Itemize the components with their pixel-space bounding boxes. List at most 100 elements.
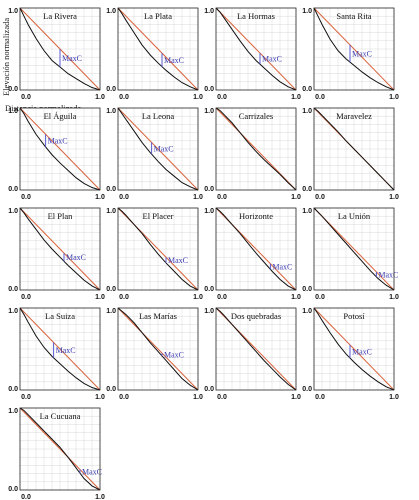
plot-frame <box>313 307 395 391</box>
y-tick-label: 1.0 <box>106 8 116 15</box>
reference-diagonal <box>117 307 199 391</box>
y-tick-label: 1.0 <box>204 108 214 115</box>
x-tick-label: 1.0 <box>95 294 105 301</box>
hypsometric-curve <box>19 107 101 191</box>
y-tick-label: 0.0 <box>302 386 312 393</box>
panel-title: Santa Rita <box>336 11 371 21</box>
y-tick-label: 1.0 <box>302 208 312 215</box>
maxc-label: MaxC <box>378 270 398 279</box>
y-tick-label: 0.0 <box>204 286 214 293</box>
x-tick-label: 1.0 <box>193 294 203 301</box>
x-tick-label: 1.0 <box>389 294 399 301</box>
chart-panel: MaxC La Hormas 1.0 0.00.0 1.0 <box>204 7 301 101</box>
chart-panel: MaxC La Cucuana 1.0 0.00.0 1.0 <box>8 407 105 500</box>
maxc-label: MaxC <box>352 50 372 59</box>
y-tick-label: 1.0 <box>8 8 18 15</box>
hypsometric-curve <box>19 307 101 391</box>
hypsometric-curve <box>117 307 199 391</box>
plot-frame <box>215 107 297 191</box>
hypsometric-curve <box>19 407 101 491</box>
reference-diagonal <box>19 207 101 291</box>
y-tick-label: 1.0 <box>302 308 312 315</box>
y-tick-label: 0.0 <box>8 286 18 293</box>
chart-panel: MaxC Horizonte 1.0 0.00.0 1.0 <box>204 207 301 301</box>
x-tick-label: 0.0 <box>217 94 227 101</box>
x-tick-label: 0.0 <box>119 94 129 101</box>
panel-title: El Placer <box>143 211 174 221</box>
y-tick-label: 1.0 <box>8 308 18 315</box>
plot-frame <box>313 107 395 191</box>
maxc-label: MaxC <box>262 55 282 64</box>
maxc-label: MaxC <box>164 56 184 65</box>
y-axis-label: Elevación normalizada <box>1 18 11 96</box>
y-tick-label: 0.0 <box>106 286 116 293</box>
chart-panel: MaxC La Leona 1.0 0.00.0 1.0 <box>106 107 203 201</box>
panel-title: La Rivera <box>43 11 77 21</box>
y-tick-label: 1.0 <box>8 108 18 115</box>
reference-diagonal <box>117 107 199 191</box>
y-tick-label: 0.0 <box>8 486 18 493</box>
maxc-label: MaxC <box>164 351 184 360</box>
hypsometric-curve <box>215 207 297 291</box>
maxc-label: MaxC <box>48 137 68 146</box>
panel-title: Carrizales <box>239 111 273 121</box>
chart-panel: MaxC Potosí 1.0 0.00.0 1.0 <box>302 307 399 401</box>
hypsometric-curve <box>215 107 297 191</box>
plot-frame <box>19 307 101 391</box>
x-tick-label: 1.0 <box>291 194 301 201</box>
plot-frame <box>19 107 101 191</box>
hypsometric-curve <box>313 207 395 291</box>
y-tick-label: 1.0 <box>302 108 312 115</box>
chart-panel: MaxC La Suiza 1.0 0.00.0 1.0 <box>8 307 105 401</box>
reference-diagonal <box>313 7 395 91</box>
panel-title: La Unión <box>338 211 371 221</box>
plot-frame <box>117 107 199 191</box>
y-tick-label: 0.0 <box>302 286 312 293</box>
y-tick-label: 1.0 <box>8 408 18 415</box>
hypsometric-curve <box>19 207 101 291</box>
maxc-label: MaxC <box>66 253 86 262</box>
reference-diagonal <box>19 307 101 391</box>
y-tick-label: 0.0 <box>204 86 214 93</box>
hypsometric-curve <box>117 7 199 91</box>
x-tick-label: 1.0 <box>95 94 105 101</box>
panel-title: El Plan <box>48 211 74 221</box>
panel-title: Maravelez <box>336 111 372 121</box>
x-tick-label: 0.0 <box>315 294 325 301</box>
x-tick-label: 1.0 <box>389 394 399 401</box>
panel-title: La Cucuana <box>40 411 81 421</box>
chart-panel: MaxC El Placer 1.0 0.00.0 1.0 <box>106 207 203 301</box>
plot-frame <box>313 207 395 291</box>
chart-panel: MaxC La Unión 1.0 0.00.0 1.0 <box>302 207 399 301</box>
y-tick-label: 1.0 <box>204 208 214 215</box>
y-tick-label: 0.0 <box>106 186 116 193</box>
maxc-label: MaxC <box>154 144 174 153</box>
reference-diagonal <box>19 107 101 191</box>
maxc-label: MaxC <box>56 346 76 355</box>
x-tick-label: 0.0 <box>315 194 325 201</box>
y-tick-label: 1.0 <box>204 308 214 315</box>
x-tick-label: 1.0 <box>193 194 203 201</box>
y-tick-label: 1.0 <box>8 208 18 215</box>
x-tick-label: 1.0 <box>291 94 301 101</box>
chart-panel: Dos quebradas 1.0 0.00.0 1.0 <box>204 307 301 401</box>
chart-panel: MaxC El Plan 1.0 0.00.0 1.0 <box>8 207 105 301</box>
y-tick-label: 1.0 <box>204 8 214 15</box>
chart-panel: MaxC El Águila 1.0 0.00.0 1.0 <box>8 107 105 201</box>
chart-panel: MaxC Santa Rita 1.0 0.00.0 1.0 <box>302 7 399 101</box>
y-tick-label: 1.0 <box>106 308 116 315</box>
plot-frame <box>215 307 297 391</box>
plot-frame <box>19 407 101 491</box>
x-tick-label: 1.0 <box>193 94 203 101</box>
y-tick-label: 0.0 <box>302 186 312 193</box>
x-tick-label: 0.0 <box>119 294 129 301</box>
y-tick-label: 1.0 <box>302 8 312 15</box>
maxc-label: MaxC <box>272 263 292 272</box>
hypsometric-curve <box>215 307 297 391</box>
panel-title: La Hormas <box>237 11 275 21</box>
x-tick-label: 0.0 <box>217 394 227 401</box>
x-tick-label: 0.0 <box>21 194 31 201</box>
y-tick-label: 0.0 <box>204 386 214 393</box>
